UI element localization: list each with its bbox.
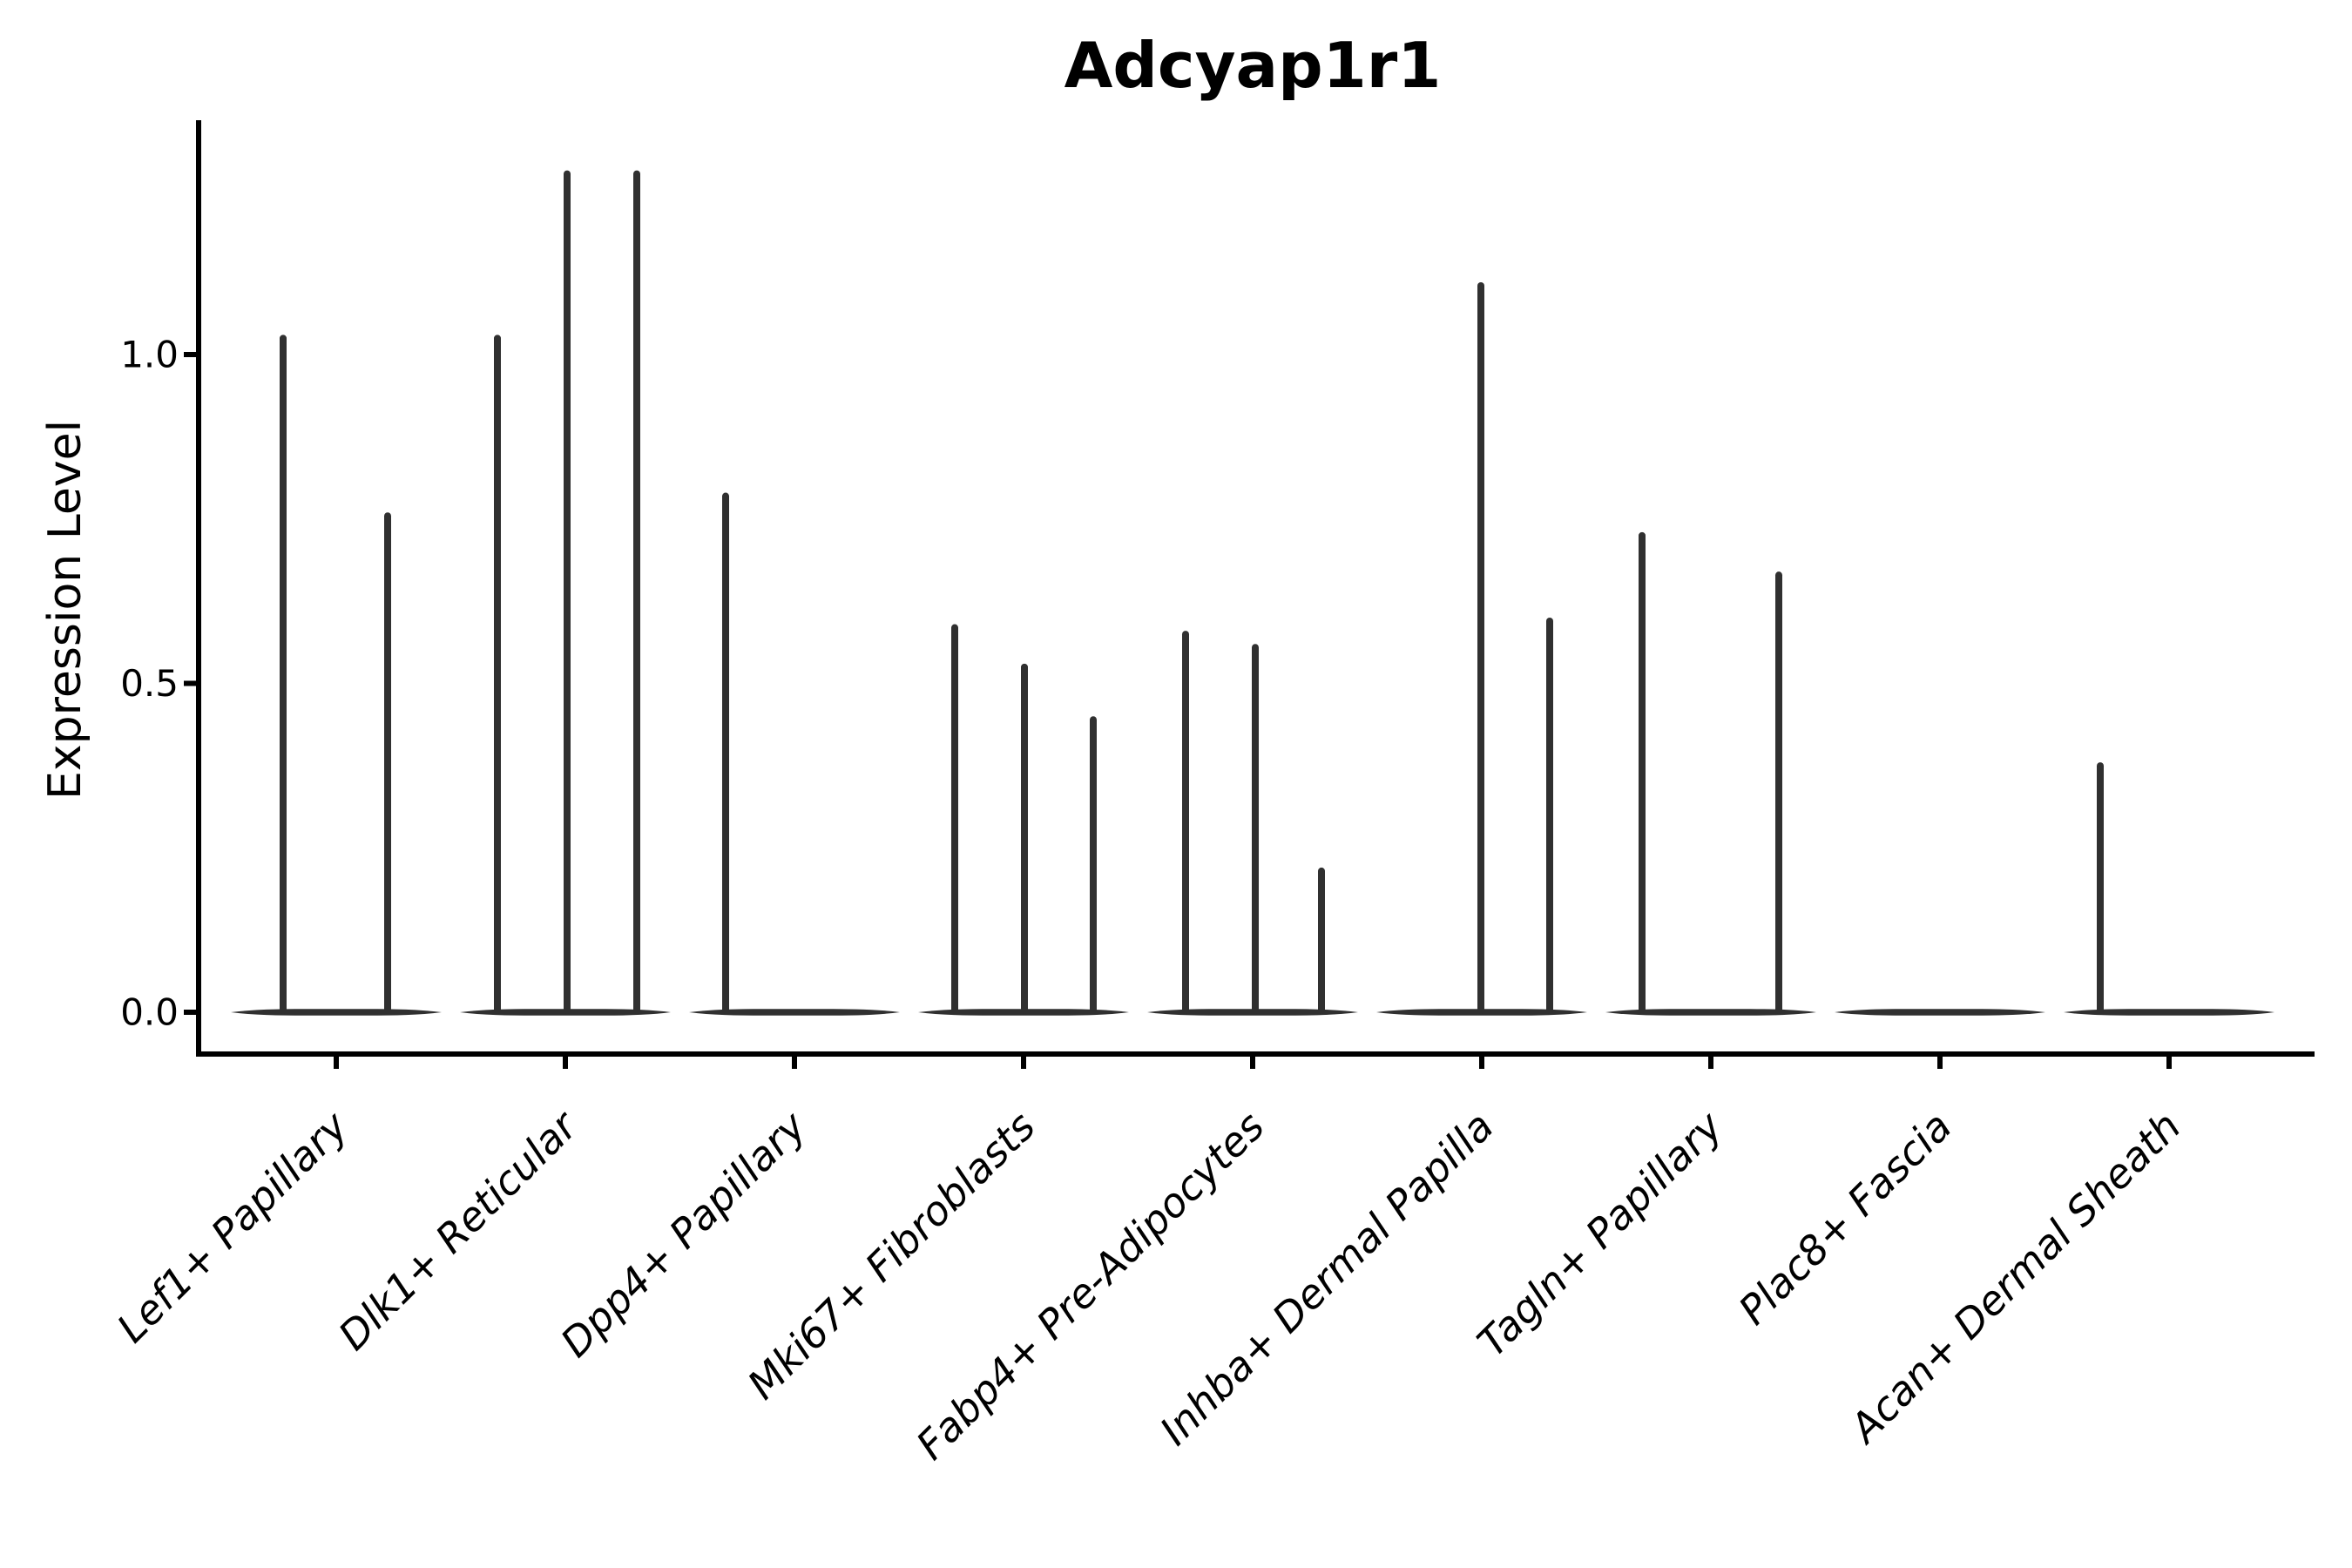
axes-layer [184,120,2315,1069]
y-tick-labels: 0.0 0.5 1.0 [120,334,179,1034]
x-tick-mark [334,1057,339,1069]
y-tick-label: 0.0 [120,991,179,1034]
x-tick-label: Lef1+ Papillary [108,1102,357,1351]
violin-body [1835,1009,2045,1016]
y-tick-label: 0.5 [120,662,179,705]
violin-body [231,1009,442,1016]
y-axis-label: Expression Level [39,420,91,800]
x-tick-labels: Lef1+ Papillary Dlk1+ Reticular Dpp4+ Pa… [108,1100,2190,1469]
x-tick-label: Dlk1+ Reticular [329,1100,588,1359]
x-tick-mark [1479,1057,1484,1069]
x-tick-mark [1250,1057,1255,1069]
x-tick-mark [2166,1057,2172,1069]
y-tick-mark [184,680,196,686]
axis-spine-bottom [196,1051,2315,1057]
x-tick-mark [563,1057,568,1069]
violins-layer [231,170,2274,1016]
axis-spine-left [196,120,201,1057]
y-tick-mark [184,1010,196,1015]
x-tick-label: Tagln+ Papillary [1468,1102,1732,1366]
x-tick-label: Plac8+ Fascia [1729,1103,1960,1334]
violin-body [2064,1009,2274,1016]
x-tick-mark [1021,1057,1026,1069]
violin-body [689,1009,900,1016]
violin-body [1605,1009,1816,1016]
y-tick-mark [184,352,196,357]
x-tick-mark [792,1057,797,1069]
x-tick-mark [1708,1057,1713,1069]
y-tick-label: 1.0 [120,334,179,376]
x-tick-label: Dpp4+ Papillary [551,1102,815,1366]
page-title: Adcyap1r1 [1064,29,1442,102]
x-tick-mark [1937,1057,1943,1069]
